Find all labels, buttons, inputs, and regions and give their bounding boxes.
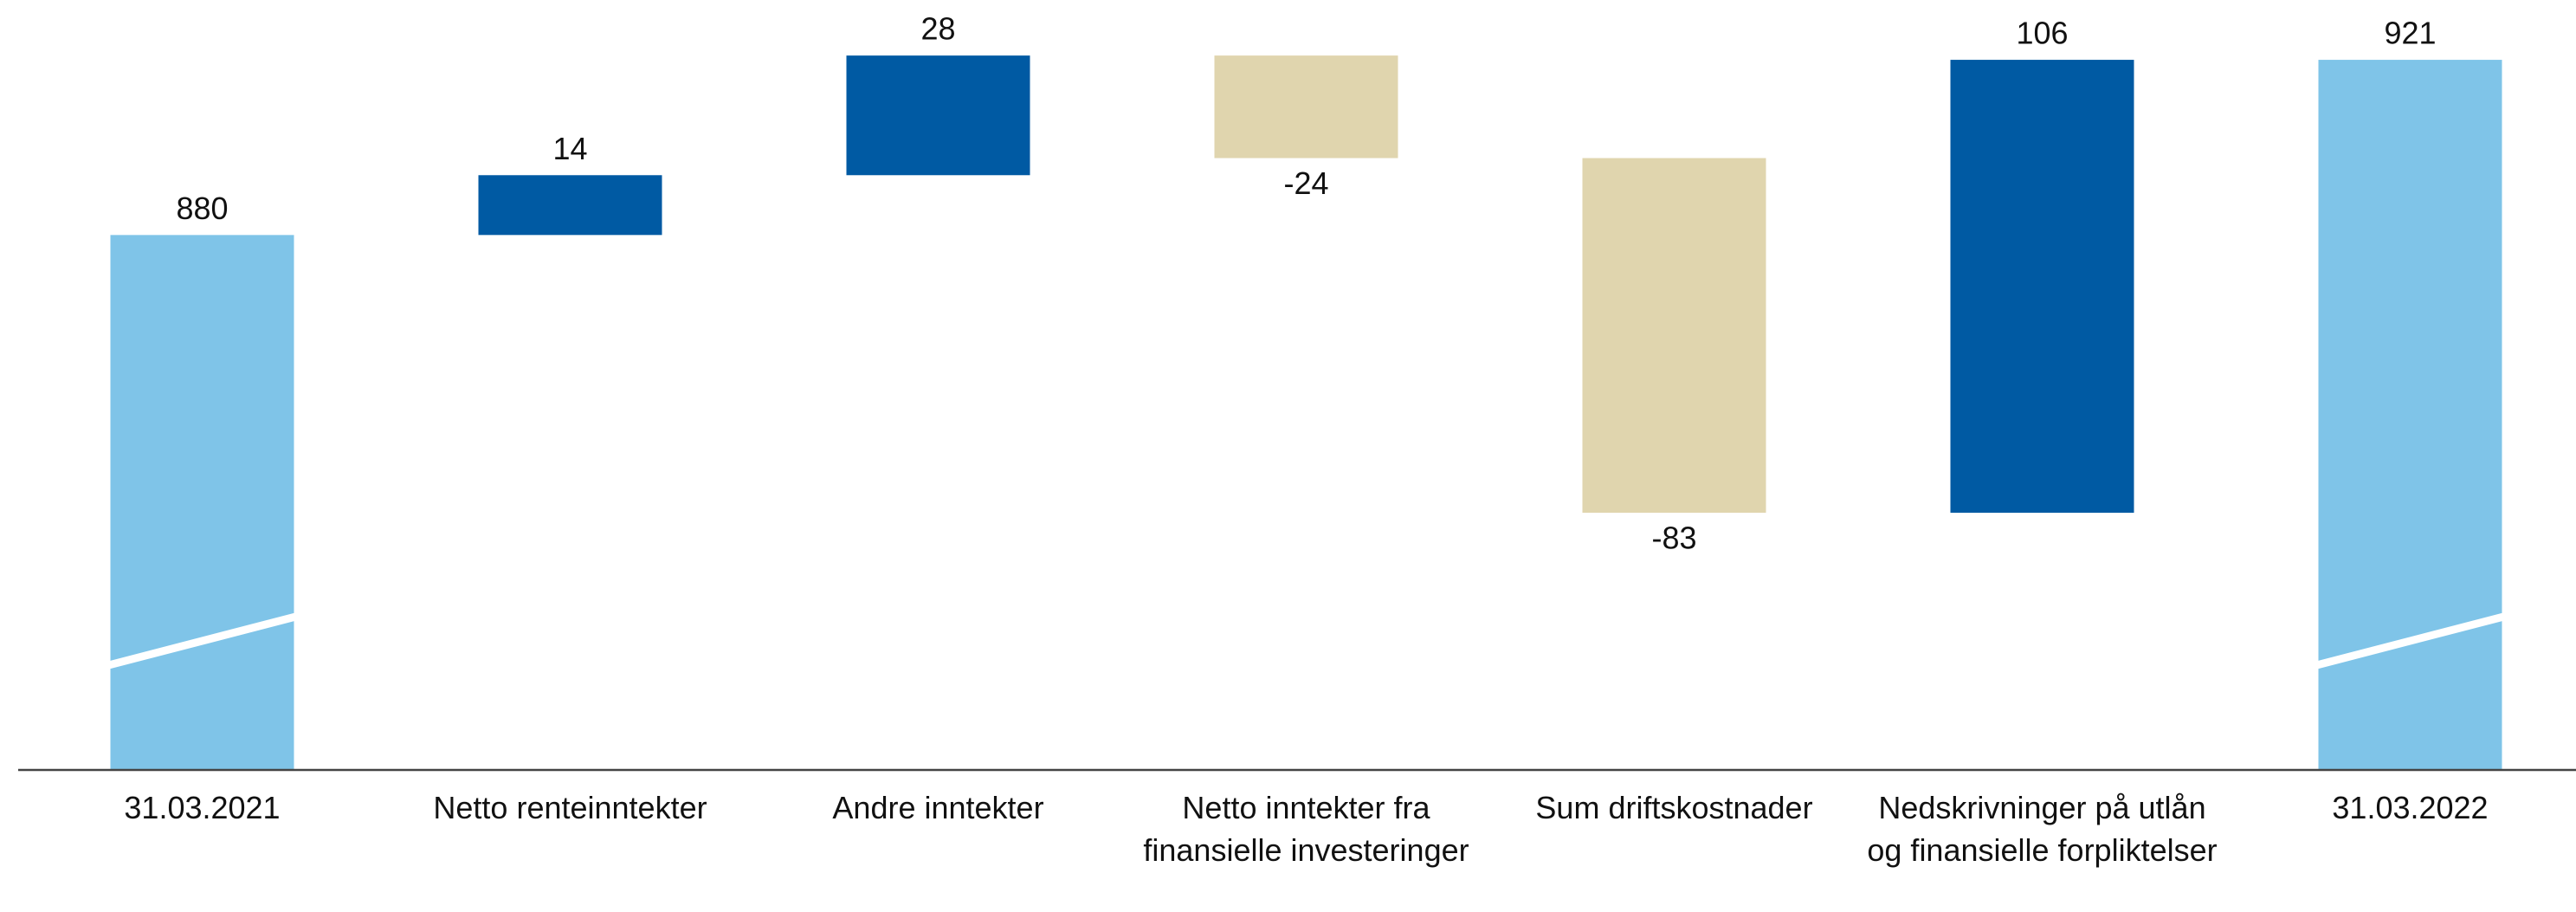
bar (2318, 60, 2502, 770)
axis-break (2315, 612, 2505, 669)
value-label: -83 (1651, 521, 1696, 556)
bar (478, 175, 662, 236)
x-tick-label: Netto renteinntekter (433, 790, 707, 825)
x-tick-label: Netto inntekter fra finansielle invester… (1143, 790, 1469, 868)
value-label: 28 (920, 11, 955, 47)
bar (846, 55, 1030, 176)
axis-break (107, 612, 297, 669)
x-tick-label: 31.03.2021 (124, 790, 281, 825)
x-tick-label: Sum driftskostnader (1535, 790, 1813, 825)
bar (1214, 55, 1398, 158)
bar (110, 235, 294, 769)
value-label: -24 (1283, 165, 1328, 201)
value-label: 880 (176, 191, 228, 226)
bar (1582, 158, 1766, 514)
bar (1950, 60, 2134, 514)
x-tick-label: 31.03.2022 (2332, 790, 2489, 825)
value-label: 921 (2384, 16, 2436, 51)
x-tick-label: Nedskrivninger på utlån og finansielle f… (1867, 790, 2218, 868)
x-tick-label: Andre inntekter (832, 790, 1044, 825)
value-label: 106 (2016, 16, 2068, 51)
value-label: 14 (552, 131, 587, 166)
